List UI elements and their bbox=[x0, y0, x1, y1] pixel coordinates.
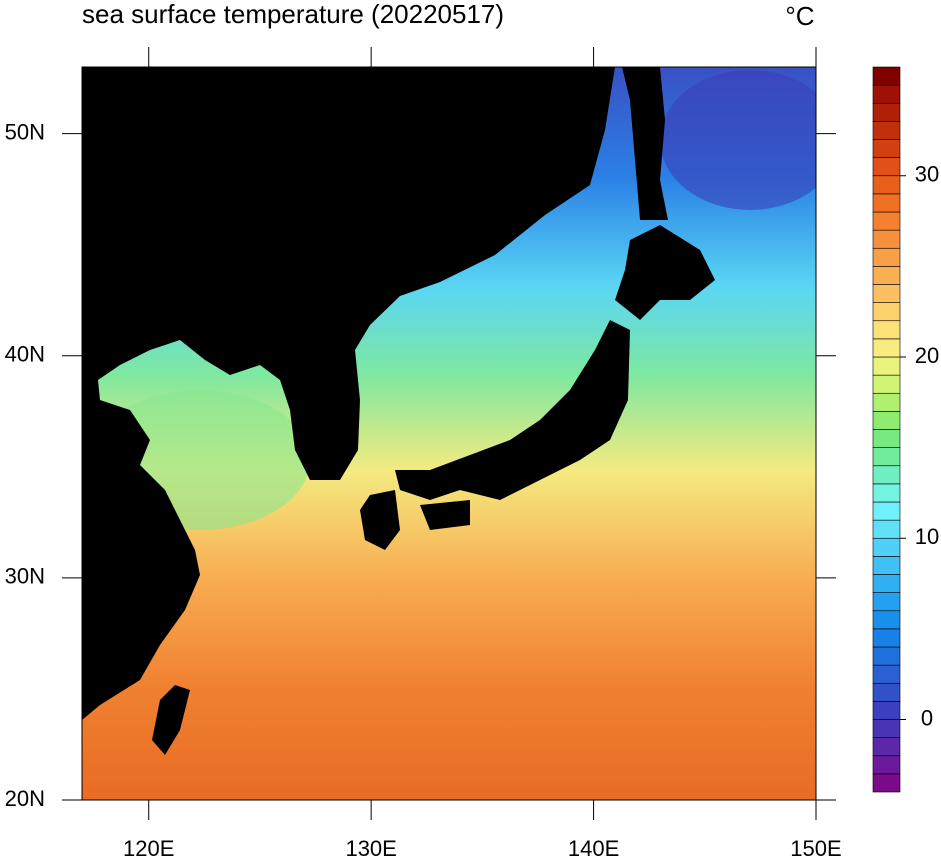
colorbar-bin bbox=[872, 211, 901, 231]
colorbar-bin bbox=[872, 66, 901, 86]
colorbar-bin bbox=[872, 574, 901, 593]
colorbar-bin bbox=[872, 682, 901, 702]
colorbar-bin bbox=[872, 592, 901, 612]
colorbar-tick-label: 0 bbox=[921, 705, 933, 730]
sakhalin bbox=[622, 67, 668, 220]
colorbar-bin bbox=[872, 411, 901, 430]
colorbar-bin bbox=[872, 501, 901, 521]
x-tick-label: 120E bbox=[123, 836, 174, 858]
colorbar-bin bbox=[872, 737, 901, 757]
cold-shade bbox=[660, 70, 816, 210]
colorbar-bin bbox=[872, 755, 901, 775]
x-tick-label: 150E bbox=[790, 836, 841, 858]
land bbox=[82, 67, 715, 755]
colorbar-bin bbox=[872, 84, 901, 104]
colorbar-bin bbox=[872, 102, 901, 122]
y-tick-label: 50N bbox=[5, 119, 45, 144]
kyushu bbox=[360, 490, 400, 550]
colorbar-bin bbox=[872, 229, 901, 249]
colorbar-bin bbox=[872, 392, 901, 412]
x-tick-label: 130E bbox=[345, 836, 396, 858]
colorbar-bin bbox=[872, 193, 901, 213]
colorbar-bin bbox=[872, 266, 901, 285]
colorbar-bin bbox=[872, 556, 901, 575]
colorbar-bin bbox=[872, 628, 901, 648]
colorbar-bin bbox=[872, 519, 901, 539]
colorbar-bin bbox=[872, 537, 901, 557]
colorbar-bin bbox=[872, 664, 901, 684]
honshu bbox=[395, 320, 630, 500]
colorbar-bin bbox=[872, 719, 901, 738]
colorbar-bin bbox=[872, 338, 901, 358]
colorbar-bin bbox=[872, 773, 901, 793]
colorbar-bin bbox=[872, 175, 901, 195]
colorbar-bin bbox=[872, 447, 901, 467]
map-title: sea surface temperature (20220517) bbox=[82, 0, 504, 29]
colorbar-bin bbox=[872, 610, 901, 630]
colorbar-bin bbox=[872, 121, 901, 140]
y-tick-label: 40N bbox=[5, 342, 45, 367]
mainland bbox=[82, 67, 615, 720]
y-tick-label: 30N bbox=[5, 564, 45, 589]
colorbar-tick-label: 30 bbox=[915, 162, 939, 187]
colorbar-bin bbox=[872, 646, 901, 666]
colorbar-bin bbox=[872, 374, 901, 394]
shikoku bbox=[420, 500, 470, 530]
colorbar-bin bbox=[872, 701, 901, 720]
taiwan bbox=[152, 685, 190, 755]
hokkaido bbox=[615, 225, 715, 320]
colorbar-bin bbox=[872, 429, 901, 448]
colorbar-bin bbox=[872, 356, 901, 376]
map-area bbox=[82, 67, 816, 800]
colorbar-tick-label: 20 bbox=[915, 343, 939, 368]
colorbar-bin bbox=[872, 284, 901, 303]
map-frame bbox=[81, 66, 817, 801]
y-tick-label: 20N bbox=[5, 786, 45, 811]
colorbar-tick-label: 10 bbox=[915, 524, 939, 549]
colorbar-bin bbox=[872, 157, 901, 177]
colorbar-bin bbox=[872, 320, 901, 340]
colorbar-bin bbox=[872, 247, 901, 267]
colorbar-bin bbox=[872, 483, 901, 503]
colorbar-bin bbox=[872, 302, 901, 322]
x-tick-label: 140E bbox=[568, 836, 619, 858]
colorbar-bin bbox=[872, 139, 901, 158]
unit-label: °C bbox=[785, 1, 814, 31]
colorbar-bin bbox=[872, 465, 901, 485]
